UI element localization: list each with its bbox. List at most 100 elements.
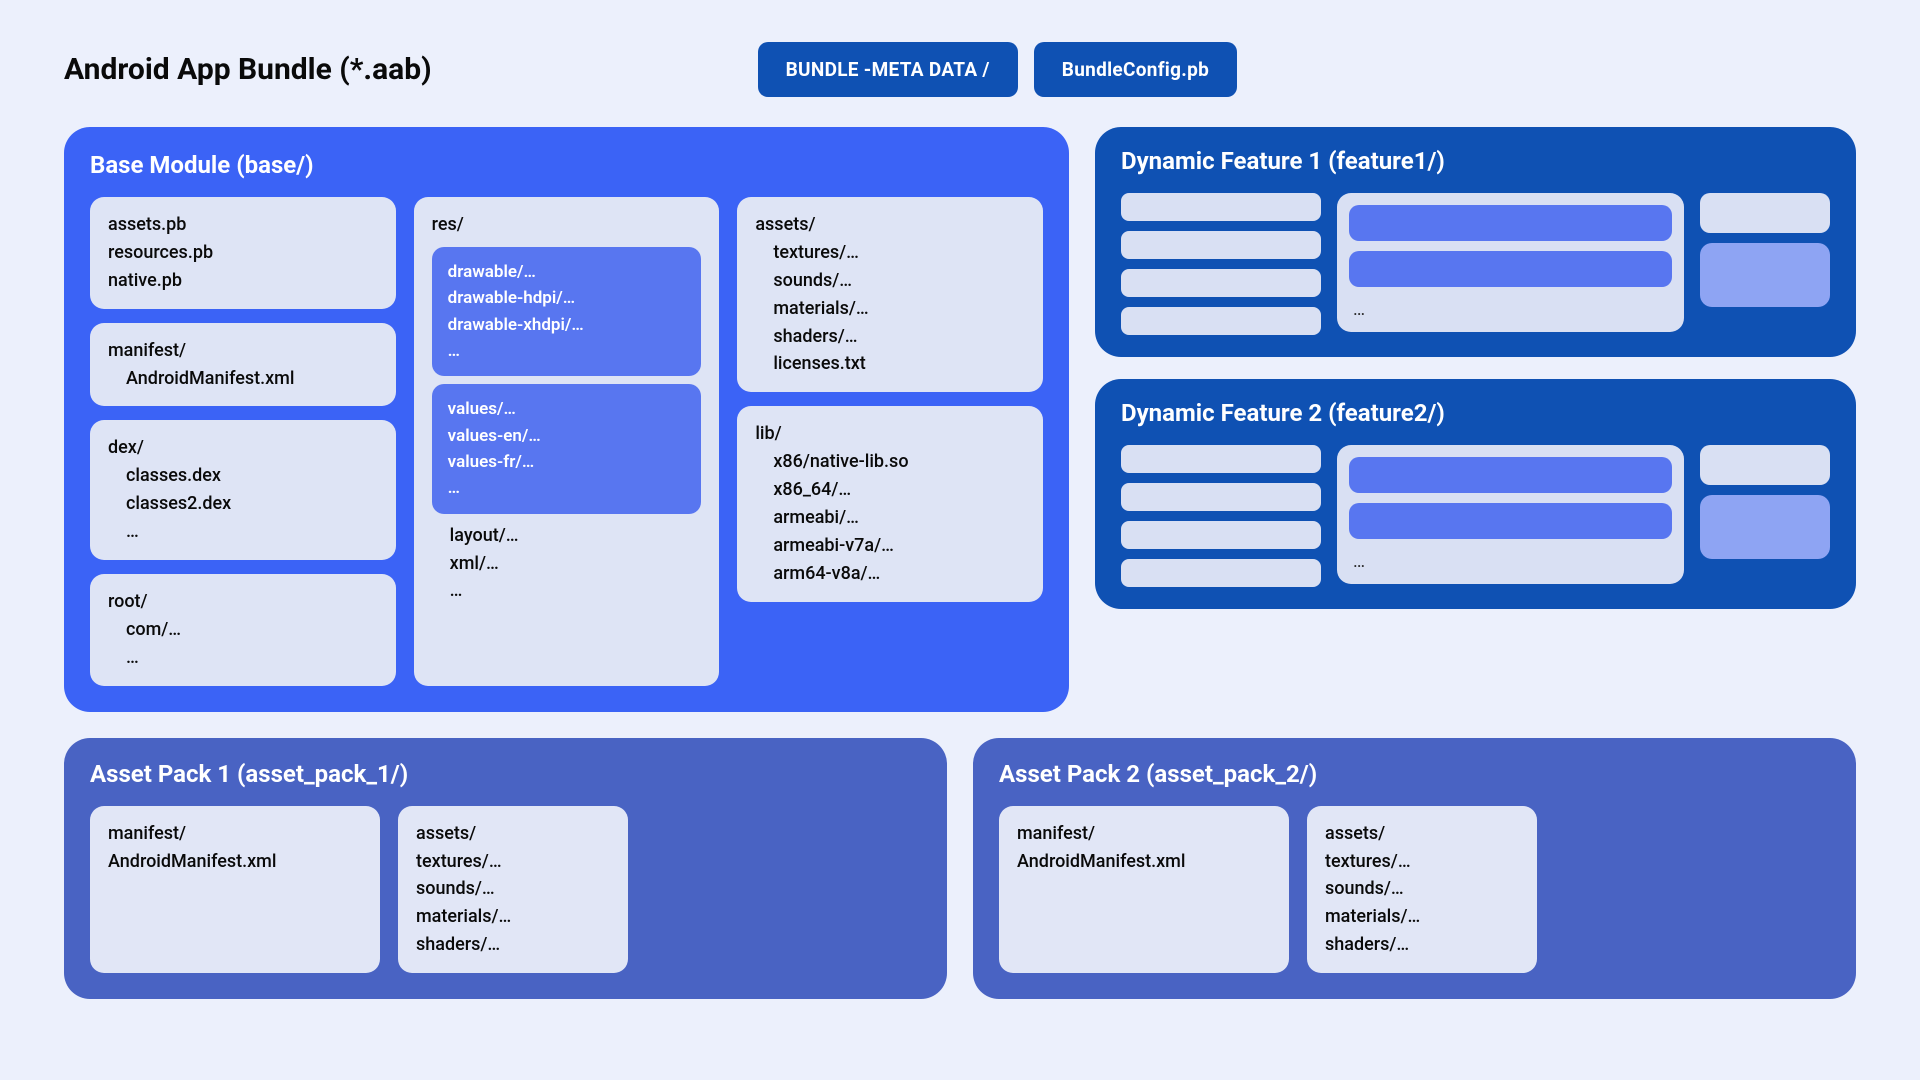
root-item: … [108, 644, 378, 672]
assets-item: sounds/… [755, 267, 1025, 295]
ap1-manifest-card: manifest/ AndroidManifest.xml [90, 806, 380, 973]
ap2-assets-item: materials/… [1325, 903, 1519, 931]
blank-sub [1349, 503, 1672, 539]
dex-item: … [108, 518, 378, 546]
drawable-line: drawable-hdpi/… [448, 285, 686, 311]
blank-bar [1121, 483, 1321, 511]
dex-item: classes2.dex [108, 490, 378, 518]
blank-sub-light [1700, 495, 1830, 559]
card-pb-files: assets.pb resources.pb native.pb [90, 197, 396, 309]
base-col-2: res/ drawable/… drawable-hdpi/… drawable… [414, 197, 720, 686]
drawable-line: drawable-xhdpi/… [448, 312, 686, 338]
ap2-manifest-head: manifest/ [1017, 820, 1271, 848]
assets-item: licenses.txt [755, 350, 1025, 378]
dyn1-body: … [1121, 193, 1830, 335]
dyn2-title: Dynamic Feature 2 (feature2/) [1121, 399, 1830, 427]
blank-sub [1349, 205, 1672, 241]
card-manifest: manifest/ AndroidManifest.xml [90, 323, 396, 407]
pill-bundle-meta: BUNDLE -META DATA / [758, 42, 1018, 97]
values-line: values-en/… [448, 423, 686, 449]
main-row: Base Module (base/) assets.pb resources.… [64, 127, 1856, 712]
pb-line: native.pb [108, 267, 378, 295]
ap1-manifest-item: AndroidManifest.xml [108, 848, 362, 876]
ap1-manifest-head: manifest/ [108, 820, 362, 848]
dyn2-body: … [1121, 445, 1830, 587]
ap1-assets-card: assets/ textures/… sounds/… materials/… … [398, 806, 628, 973]
blank-sub [1349, 457, 1672, 493]
page-title: Android App Bundle (*.aab) [64, 52, 432, 87]
dynamic-features-stack: Dynamic Feature 1 (feature1/) … [1095, 127, 1856, 712]
card-dex: dex/ classes.dex classes2.dex … [90, 420, 396, 560]
dex-head: dex/ [108, 434, 378, 462]
ap1-title: Asset Pack 1 (asset_pack_1/) [90, 760, 921, 788]
dynamic-feature-1: Dynamic Feature 1 (feature1/) … [1095, 127, 1856, 357]
card-root: root/ com/… … [90, 574, 396, 686]
lib-head: lib/ [755, 420, 1025, 448]
ap2-assets-item: shaders/… [1325, 931, 1519, 959]
assets-item: shaders/… [755, 323, 1025, 351]
card-assets: assets/ textures/… sounds/… materials/… … [737, 197, 1043, 392]
values-line: values/… [448, 396, 686, 422]
ap1-assets-head: assets/ [416, 820, 610, 848]
res-tail: … [432, 577, 702, 605]
ap1-assets-item: textures/… [416, 848, 610, 876]
base-col-3: assets/ textures/… sounds/… materials/… … [737, 197, 1043, 686]
dyn2-ellipsis: … [1349, 549, 1672, 572]
card-res: res/ drawable/… drawable-hdpi/… drawable… [414, 197, 720, 686]
root-item: com/… [108, 616, 378, 644]
dynamic-feature-2: Dynamic Feature 2 (feature2/) … [1095, 379, 1856, 609]
manifest-head: manifest/ [108, 337, 378, 365]
dyn2-mid-col: … [1337, 445, 1684, 587]
manifest-item: AndroidManifest.xml [108, 365, 378, 393]
pb-line: assets.pb [108, 211, 378, 239]
lib-item: arm64-v8a/… [755, 560, 1025, 588]
res-tail: xml/… [432, 550, 702, 578]
blank-bar [1121, 193, 1321, 221]
ap2-manifest-item: AndroidManifest.xml [1017, 848, 1271, 876]
card-lib: lib/ x86/native-lib.so x86_64/… armeabi/… [737, 406, 1043, 601]
ap1-assets-item: sounds/… [416, 875, 610, 903]
drawable-line: … [448, 338, 686, 364]
ap2-assets-item: sounds/… [1325, 875, 1519, 903]
subcard-values: values/… values-en/… values-fr/… … [432, 384, 702, 513]
asset-packs-row: Asset Pack 1 (asset_pack_1/) manifest/ A… [64, 738, 1856, 999]
base-col-1: assets.pb resources.pb native.pb manifes… [90, 197, 396, 686]
assets-head: assets/ [755, 211, 1025, 239]
pb-line: resources.pb [108, 239, 378, 267]
res-head: res/ [432, 211, 702, 239]
values-line: … [448, 475, 686, 501]
assets-item: materials/… [755, 295, 1025, 323]
dyn1-title: Dynamic Feature 1 (feature1/) [1121, 147, 1830, 175]
ap2-assets-card: assets/ textures/… sounds/… materials/… … [1307, 806, 1537, 973]
lib-item: x86/native-lib.so [755, 448, 1025, 476]
blank-bar [1700, 445, 1830, 485]
blank-bar [1700, 193, 1830, 233]
ap2-body: manifest/ AndroidManifest.xml assets/ te… [999, 806, 1830, 973]
drawable-line: drawable/… [448, 259, 686, 285]
blank-bar [1121, 445, 1321, 473]
dyn2-mid-container: … [1337, 445, 1684, 584]
ap1-body: manifest/ AndroidManifest.xml assets/ te… [90, 806, 921, 973]
lib-item: x86_64/… [755, 476, 1025, 504]
header-row: Android App Bundle (*.aab) BUNDLE -META … [64, 42, 1856, 97]
dyn1-left-col [1121, 193, 1321, 335]
pill-bundle-config: BundleConfig.pb [1034, 42, 1237, 97]
blank-sub-light [1700, 243, 1830, 307]
dyn1-right-col [1700, 193, 1830, 335]
ap2-title: Asset Pack 2 (asset_pack_2/) [999, 760, 1830, 788]
blank-bar [1121, 559, 1321, 587]
ap2-assets-item: textures/… [1325, 848, 1519, 876]
blank-bar [1121, 231, 1321, 259]
dex-item: classes.dex [108, 462, 378, 490]
lib-item: armeabi/… [755, 504, 1025, 532]
blank-bar [1121, 521, 1321, 549]
dyn1-mid-container: … [1337, 193, 1684, 332]
blank-bar [1121, 269, 1321, 297]
blank-bar [1121, 307, 1321, 335]
ap1-assets-item: shaders/… [416, 931, 610, 959]
base-columns: assets.pb resources.pb native.pb manifes… [90, 197, 1043, 686]
asset-pack-2: Asset Pack 2 (asset_pack_2/) manifest/ A… [973, 738, 1856, 999]
res-tail: layout/… [432, 522, 702, 550]
ap2-assets-head: assets/ [1325, 820, 1519, 848]
blank-sub [1349, 251, 1672, 287]
